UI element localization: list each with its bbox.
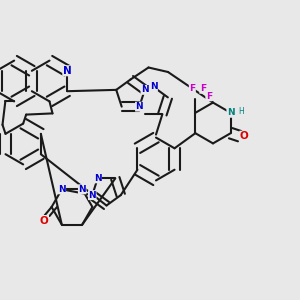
Text: N: N — [58, 185, 66, 194]
Text: N: N — [136, 102, 143, 111]
Text: O: O — [240, 131, 248, 141]
Text: F: F — [189, 84, 195, 93]
Text: N: N — [150, 82, 158, 91]
Text: N: N — [94, 174, 101, 183]
Text: N: N — [88, 190, 96, 200]
Text: H: H — [238, 107, 244, 116]
Text: N: N — [63, 66, 71, 76]
Text: O: O — [40, 215, 49, 226]
Text: F: F — [206, 92, 212, 101]
Text: N: N — [227, 108, 235, 117]
Text: N: N — [141, 85, 148, 94]
Text: N: N — [78, 185, 86, 194]
Text: F: F — [200, 84, 206, 93]
